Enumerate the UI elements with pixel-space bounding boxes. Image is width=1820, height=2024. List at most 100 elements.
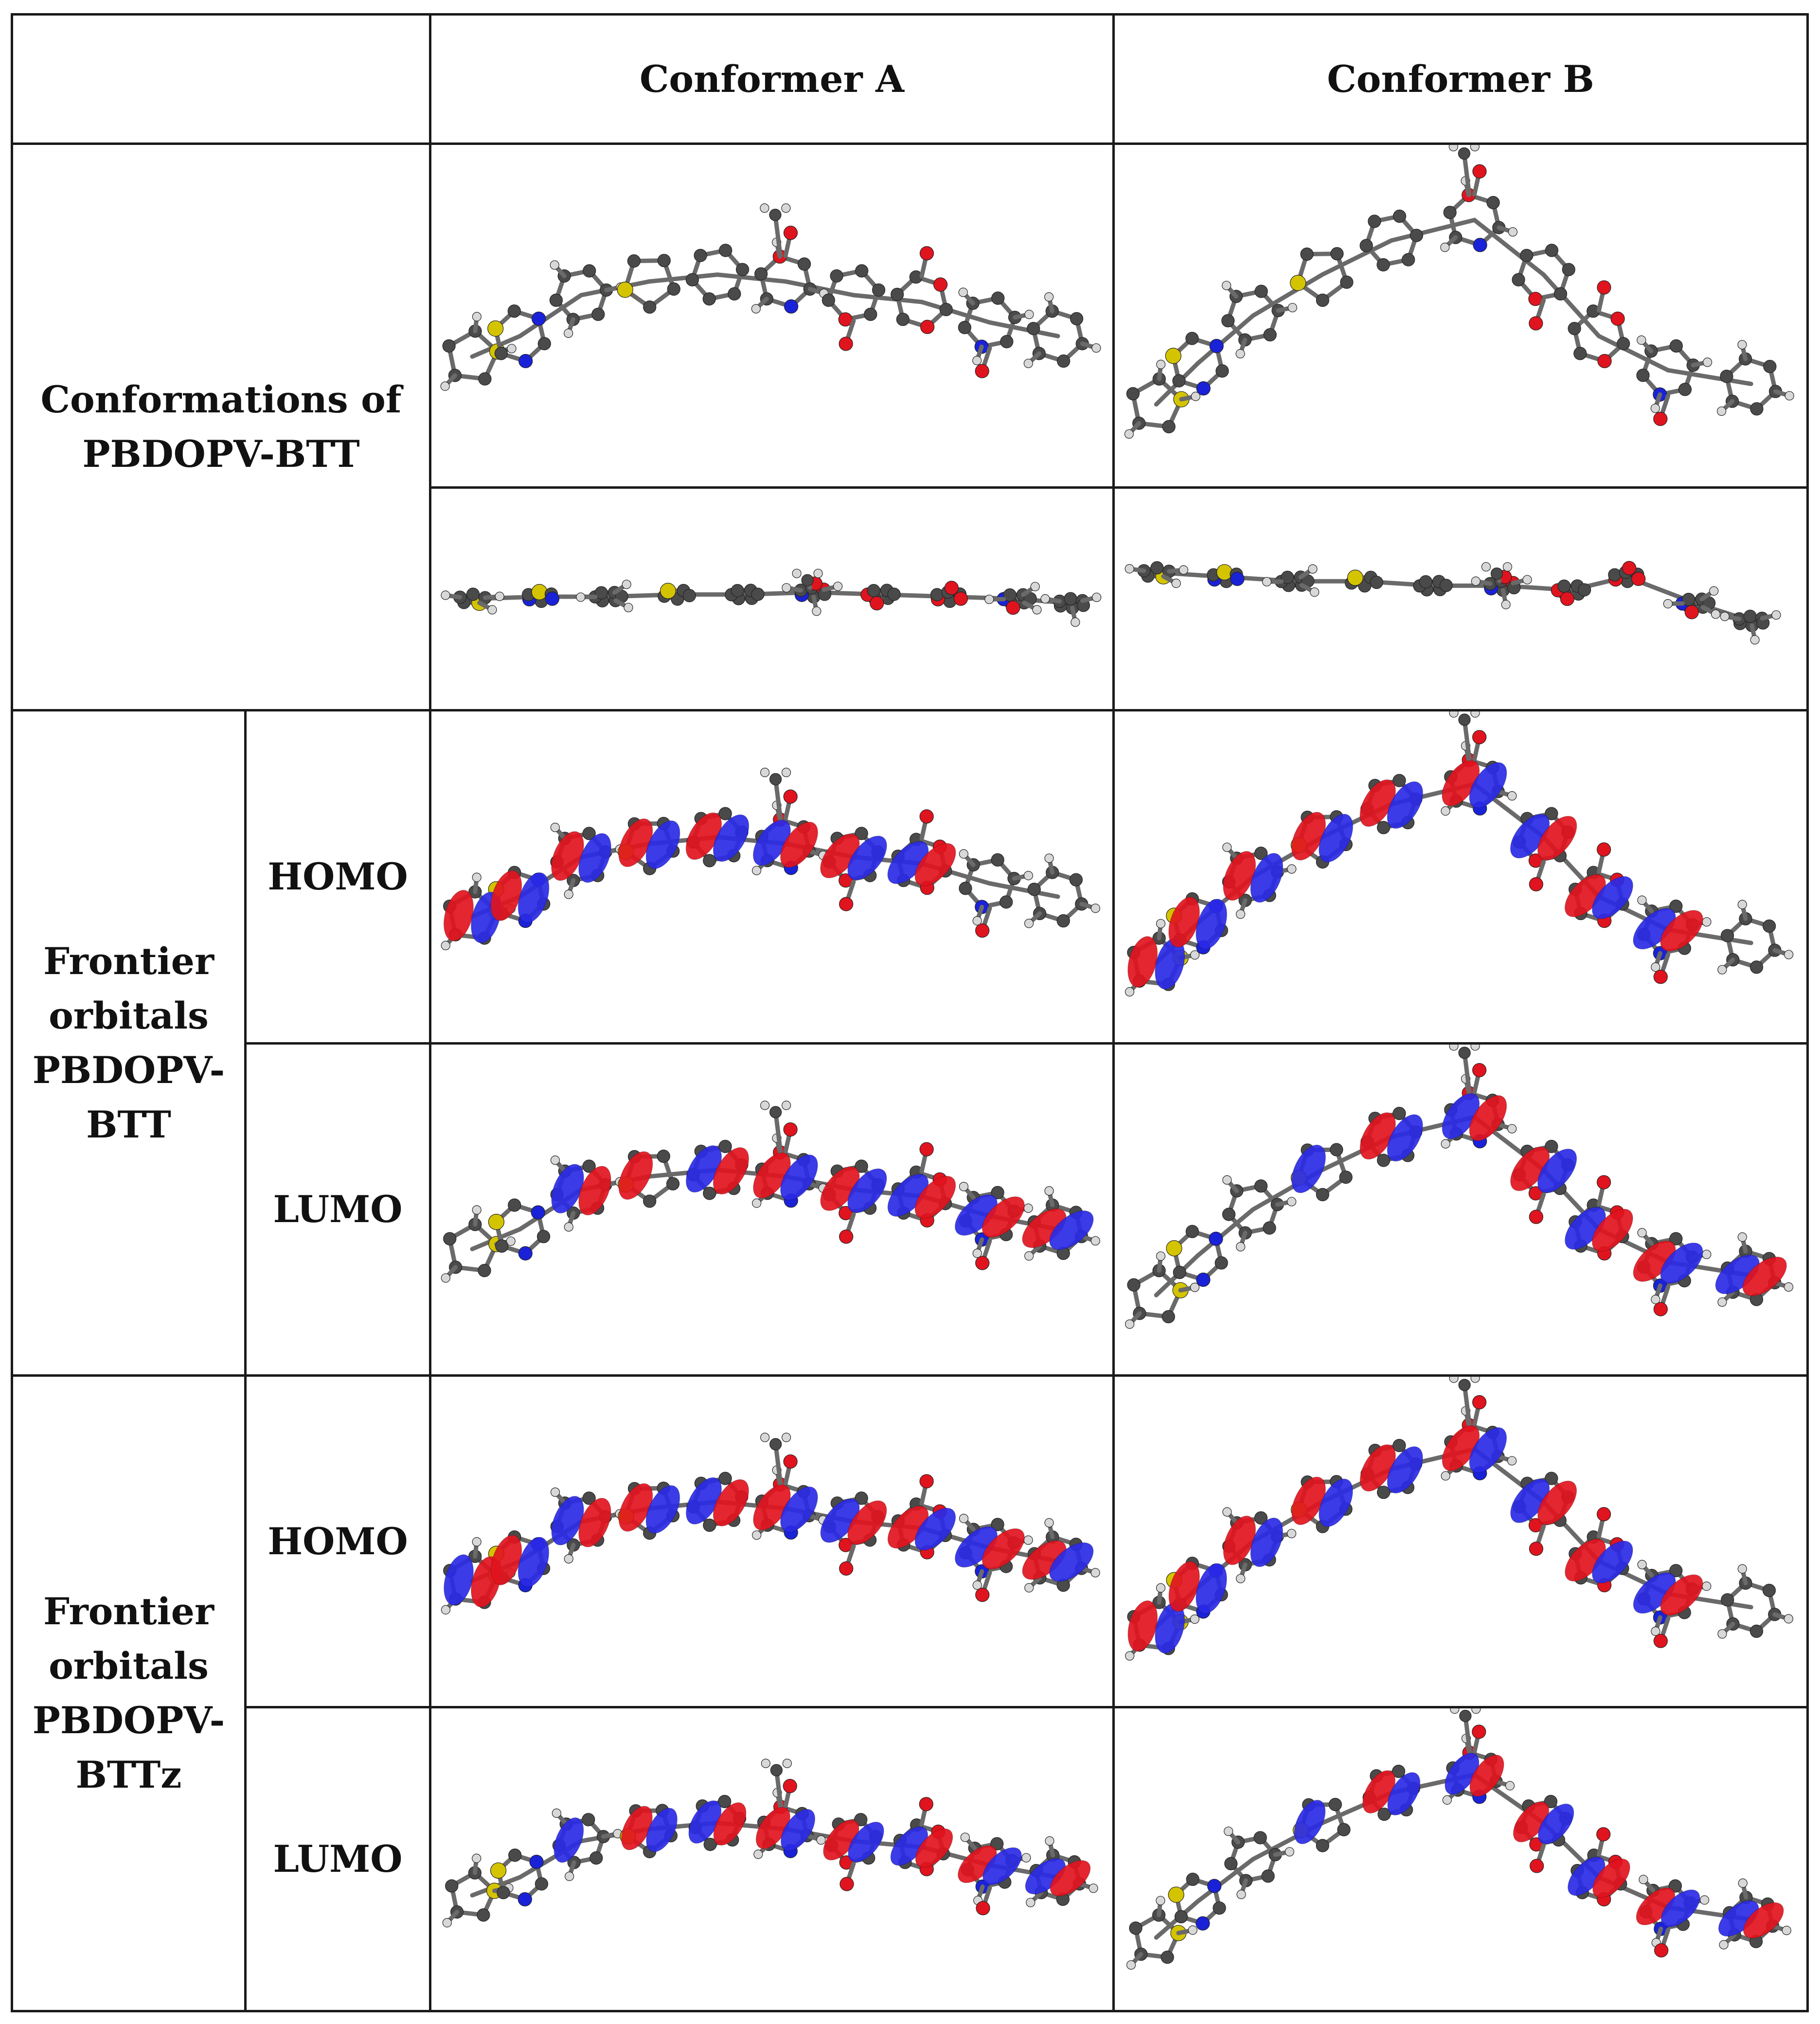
hydrogen-atom: [1481, 562, 1491, 572]
carbon-atom: [657, 1150, 670, 1163]
orbital-lobe: [713, 1479, 749, 1527]
bond: [1472, 217, 1546, 277]
oxygen-atom: [1529, 877, 1543, 891]
oxygen-atom: [1472, 164, 1487, 179]
carbon-atom: [627, 254, 641, 268]
oxygen-atom: [839, 897, 854, 911]
hydrogen-atom: [1236, 909, 1246, 919]
methyl-carbon: [1458, 147, 1470, 160]
carbon-atom: [1328, 1797, 1342, 1811]
table-rule-group1: [11, 709, 1809, 711]
oxygen-atom: [1596, 1175, 1611, 1190]
hydrogen-atom: [1637, 895, 1647, 905]
table-border-bottom: [11, 2010, 1809, 2012]
carbon-atom: [1419, 575, 1433, 588]
orbital-lobe: [1537, 816, 1577, 861]
carbon-atom: [896, 313, 910, 326]
nitrogen-atom: [529, 1854, 544, 1869]
hydrogen-atom: [761, 1758, 771, 1768]
carbon-atom: [1486, 196, 1500, 210]
hydrogen-atom: [972, 1580, 982, 1590]
nitrogen-atom: [1196, 381, 1211, 396]
carbon-atom: [685, 273, 699, 286]
hydrogen-atom: [1124, 564, 1134, 574]
nitrogen-atom: [1230, 571, 1245, 586]
nitrogen-atom: [518, 1246, 533, 1261]
orbital-lobe: [914, 1175, 956, 1219]
carbon-atom: [991, 291, 1005, 305]
hydrogen-atom: [1663, 599, 1673, 609]
carbon-atom: [1608, 568, 1622, 582]
hydrogen-atom: [959, 1182, 969, 1191]
carbon-atom: [1222, 1207, 1236, 1221]
carbon-atom: [1330, 1143, 1343, 1156]
hydrogen-atom: [1024, 1583, 1034, 1593]
bond: [1195, 313, 1255, 366]
hydrogen-atom: [972, 1248, 982, 1258]
hydrogen-atom: [1125, 1319, 1135, 1329]
hydrogen-atom: [1044, 1518, 1054, 1527]
hydrogen-atom: [441, 1273, 450, 1283]
orbital-label-btt-homo: HOMO: [247, 711, 429, 1042]
orbital-label-bttz-lumo-text: LUMO: [273, 1837, 403, 1881]
hydrogen-atom: [1737, 1232, 1747, 1242]
oxygen-atom: [975, 364, 989, 378]
orbital-lobe: [982, 1528, 1025, 1570]
bond: [715, 272, 788, 284]
carbon-atom: [497, 1886, 510, 1900]
row-label-frontier-btt-line3: PBDOPV-: [32, 1048, 225, 1092]
bttz-homo-conformer-a: [441, 1433, 1100, 1615]
column-header-conformer-a-text: Conformer A: [639, 57, 905, 101]
orbital-lobe: [1294, 1800, 1326, 1845]
carbon-atom: [1173, 1265, 1186, 1279]
hydrogen-atom: [1507, 791, 1517, 801]
hydrogen-atom: [441, 1605, 450, 1615]
row-label-frontier-bttz-line3: PBDOPV-: [32, 1699, 225, 1742]
carbon-atom: [1281, 570, 1294, 584]
orbital-lobe: [847, 1168, 887, 1213]
carbon-atom: [1069, 873, 1083, 887]
btt-homo-conformer-a: [441, 767, 1100, 950]
methyl-carbon: [1459, 1709, 1472, 1722]
carbon-atom: [1185, 332, 1199, 345]
hydrogen-atom: [1044, 1186, 1054, 1196]
carbon-atom: [1064, 592, 1077, 605]
orbital-label-bttz-homo: HOMO: [247, 1377, 429, 1706]
hydrogen-atom: [1156, 1896, 1165, 1905]
hydrogen-atom: [1750, 635, 1760, 645]
carbon-atom: [1545, 244, 1558, 257]
orbital-lobe: [517, 872, 550, 923]
orbital-lobe: [1538, 1803, 1574, 1845]
hydrogen-atom: [472, 312, 482, 321]
orbital-label-btt-lumo: LUMO: [247, 1045, 429, 1374]
hydrogen-atom: [550, 260, 559, 270]
hydrogen-atom: [1286, 1528, 1297, 1539]
carbon-atom: [728, 287, 741, 301]
hydrogen-atom: [1508, 227, 1517, 237]
hydrogen-atom: [1178, 565, 1189, 575]
hydrogen-atom: [1651, 962, 1660, 972]
carbon-atom: [1213, 1901, 1226, 1915]
nitrogen-atom: [784, 299, 799, 314]
carbon-atom: [1337, 1823, 1351, 1836]
carbon-atom: [537, 337, 551, 351]
carbon-atom: [643, 1194, 657, 1208]
carbon-atom: [702, 292, 716, 306]
orbital-lobe: [1250, 853, 1284, 903]
bond: [773, 1110, 783, 1154]
hydrogen-atom: [550, 822, 560, 833]
orbital-lobe: [1660, 1243, 1703, 1284]
carbon-atom: [754, 267, 768, 281]
bond: [987, 881, 1060, 899]
hydrogen-atom: [1045, 1836, 1054, 1846]
hydrogen-atom: [1090, 1568, 1100, 1578]
oxygen-atom: [953, 591, 968, 606]
carbon-atom: [1172, 374, 1186, 388]
orbital-lobe: [781, 1809, 816, 1851]
carbon-atom: [1253, 1831, 1267, 1845]
oxygen-atom: [919, 1797, 933, 1811]
carbon-atom: [930, 588, 944, 602]
carbon-atom: [643, 300, 657, 314]
conformer-a-side-view: [441, 568, 1102, 627]
table-rule-col-a: [429, 13, 431, 2012]
